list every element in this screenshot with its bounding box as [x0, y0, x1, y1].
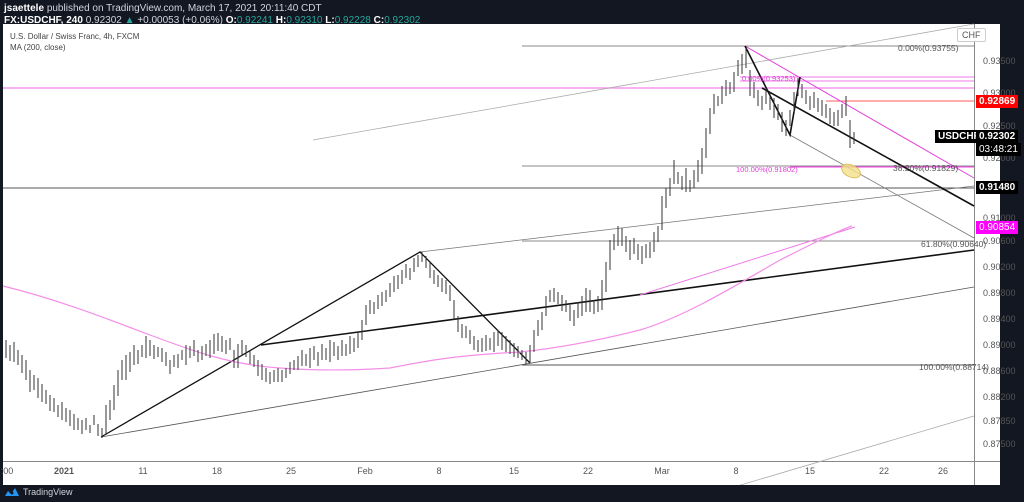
- svg-text:0.93500: 0.93500: [983, 56, 1016, 66]
- svg-text:0.88200: 0.88200: [983, 392, 1016, 402]
- publish-info: jsaettele published on TradingView.com, …: [4, 3, 322, 14]
- svg-text::00: :00: [1, 466, 14, 476]
- price-tag-red: 0.92869: [976, 95, 1019, 108]
- svg-text:8: 8: [733, 466, 738, 476]
- low-label: L:: [325, 15, 335, 26]
- svg-text:0.87500: 0.87500: [983, 439, 1016, 449]
- target-zone-ellipse[interactable]: [839, 161, 862, 180]
- svg-text:0.90600: 0.90600: [983, 236, 1016, 246]
- series-title: U.S. Dollar / Swiss Franc, 4h, FXCM: [10, 32, 140, 41]
- time-axis[interactable]: :00 2021 11 18 25 Feb 8 15 22 Mar 8 15 2…: [1, 466, 948, 476]
- fib-label-0: 0.00%(0.93755): [898, 43, 959, 53]
- countdown-tag: 03:48:21: [976, 143, 1021, 156]
- open-label: O:: [225, 15, 237, 26]
- svg-text:0.92000: 0.92000: [983, 153, 1016, 163]
- svg-text:0.91000: 0.91000: [983, 213, 1016, 223]
- svg-text:2021: 2021: [54, 466, 74, 476]
- last-price: 0.92302: [85, 15, 122, 26]
- price-tag-magenta: 0.90854: [976, 221, 1019, 234]
- svg-text:22: 22: [879, 466, 889, 476]
- svg-text:15: 15: [805, 466, 815, 476]
- fib-label-100: 100.00%(0.88714): [919, 362, 989, 372]
- svg-text:0.89000: 0.89000: [983, 340, 1016, 350]
- fib-label-magenta-0: 0.00%(0.93253): [742, 74, 796, 83]
- triangle-up-icon: ▲: [124, 15, 135, 26]
- low-value: 0.92228: [334, 15, 371, 26]
- svg-text:26: 26: [938, 466, 948, 476]
- svg-text:0.89800: 0.89800: [983, 288, 1016, 298]
- price-axis[interactable]: 0.93500 0.93000 0.92500 0.92000 0.91000 …: [983, 56, 1016, 449]
- trend-lines[interactable]: [100, 23, 975, 498]
- ma-200-line: [2, 225, 853, 371]
- horizontal-levels[interactable]: [3, 45, 974, 366]
- svg-text:22: 22: [583, 466, 593, 476]
- svg-text:Mar: Mar: [654, 466, 670, 476]
- svg-text:18: 18: [212, 466, 222, 476]
- svg-text:25: 25: [286, 466, 296, 476]
- tradingview-brand[interactable]: TradingView: [4, 487, 73, 497]
- fib-label-382: 38.20%(0.91829): [893, 163, 958, 173]
- symbol-interval: FX:USDCHF, 240: [4, 15, 83, 26]
- price-tag-current: 0.92302: [976, 130, 1019, 143]
- open-value: 0.92241: [236, 15, 273, 26]
- svg-text:Feb: Feb: [357, 466, 373, 476]
- svg-text:15: 15: [509, 466, 519, 476]
- brand-name: TradingView: [23, 487, 73, 497]
- svg-text:0.87850: 0.87850: [983, 416, 1016, 426]
- tradingview-logo-icon: [5, 488, 19, 496]
- symbol-tag: USDCHF: [935, 130, 983, 143]
- svg-text:0.88600: 0.88600: [983, 366, 1016, 376]
- svg-text:8: 8: [436, 466, 441, 476]
- fib-label-magenta-100: 100.00%(0.91802): [736, 165, 798, 174]
- indicator-label[interactable]: MA (200, close): [10, 43, 66, 52]
- footer-bar: [0, 485, 1024, 502]
- author-name[interactable]: jsaettele: [4, 3, 45, 14]
- ohlc-line: FX:USDCHF, 240 0.92302 ▲ +0.00053 (+0.06…: [4, 15, 420, 26]
- svg-text:0.92500: 0.92500: [983, 121, 1016, 131]
- svg-text:0.93000: 0.93000: [983, 88, 1016, 98]
- chart-legend[interactable]: U.S. Dollar / Swiss Franc, 4h, FXCM MA (…: [10, 31, 139, 53]
- close-value: 0.92302: [384, 15, 421, 26]
- svg-text:0.90200: 0.90200: [983, 262, 1016, 272]
- high-label: H:: [275, 15, 287, 26]
- price-bars: [5, 48, 855, 438]
- svg-text:11: 11: [138, 466, 147, 476]
- close-label: C:: [373, 15, 385, 26]
- svg-text:0.89400: 0.89400: [983, 314, 1016, 324]
- price-tag-black: 0.91480: [976, 181, 1019, 194]
- price-change: +0.00053 (+0.06%): [137, 15, 223, 26]
- currency-button[interactable]: CHF: [957, 28, 986, 42]
- published-text: published on TradingView.com, March 17, …: [46, 3, 322, 14]
- fib-label-618: 61.80%(0.90640): [921, 239, 986, 249]
- high-value: 0.92310: [286, 15, 323, 26]
